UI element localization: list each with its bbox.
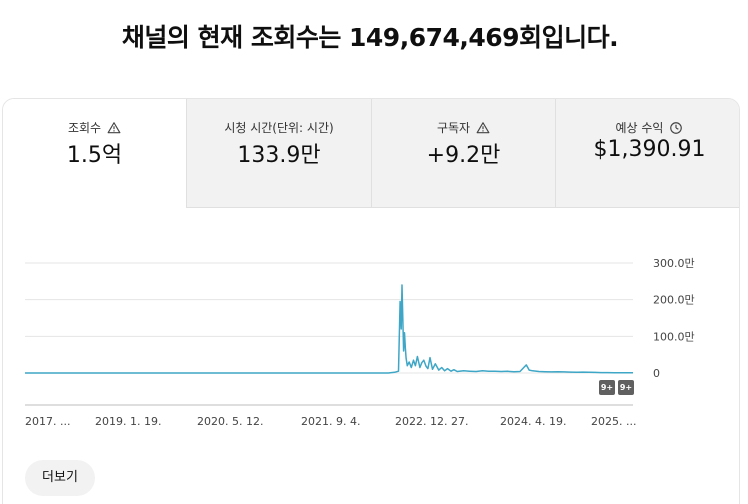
warning-icon (107, 121, 121, 133)
x-tick-label: 2017. ... (25, 415, 70, 428)
x-tick-label: 2020. 5. 12. (197, 415, 263, 428)
chart-svg: 300.0만 200.0만 100.0만 0 2017. ... 2019. 1. 19.… (25, 257, 695, 428)
metric-tabs: 조회수 1.5억 시청 시간(단위: 시간) 133.9만 구독자 (3, 99, 739, 208)
tab-revenue[interactable]: 예상 수익 $1,390.91 (556, 99, 739, 208)
y-tick-label: 200.0만 (653, 294, 695, 307)
x-tick-label: 2021. 9. 4. (301, 415, 360, 428)
tab-subscribers-label: 구독자 (436, 121, 471, 135)
x-tick-label: 2019. 1. 19. (95, 415, 161, 428)
series-line (25, 284, 633, 374)
tab-subscribers[interactable]: 구독자 +9.2만 (372, 99, 556, 208)
tab-subscribers-value: +9.2만 (426, 143, 501, 168)
clock-icon (670, 121, 683, 134)
tab-watch-time-value: 133.9만 (237, 143, 321, 168)
x-tick-label: 2022. 12. 27. (395, 415, 468, 428)
tab-revenue-value: $1,390.91 (593, 137, 706, 162)
annotation-badge[interactable]: 9+ (599, 380, 615, 395)
tab-views[interactable]: 조회수 1.5억 (3, 99, 187, 208)
views-chart: 300.0만 200.0만 100.0만 0 2017. ... 2019. 1. 19.… (0, 140, 740, 428)
analytics-card: 조회수 1.5억 시청 시간(단위: 시간) 133.9만 구독자 (2, 98, 740, 504)
x-tick-label: 2025. ... (591, 415, 636, 428)
tab-views-label: 조회수 (67, 121, 102, 135)
tab-views-value: 1.5억 (66, 143, 123, 168)
more-button[interactable]: 더보기 (25, 460, 95, 496)
x-tick-label: 2024. 4. 19. (500, 415, 566, 428)
tab-watch-time-label: 시청 시간(단위: 시간) (224, 121, 334, 135)
page-title: 채널의 현재 조회수는 149,674,469회입니다. (121, 23, 619, 52)
y-tick-label: 100.0만 (653, 330, 695, 343)
tab-revenue-label: 예상 수익 (615, 121, 664, 135)
annotation-badge[interactable]: 9+ (618, 380, 634, 395)
tab-watch-time[interactable]: 시청 시간(단위: 시간) 133.9만 (187, 99, 372, 208)
warning-icon (476, 121, 490, 133)
y-tick-label: 0 (653, 367, 660, 380)
y-tick-label: 300.0만 (653, 257, 695, 270)
